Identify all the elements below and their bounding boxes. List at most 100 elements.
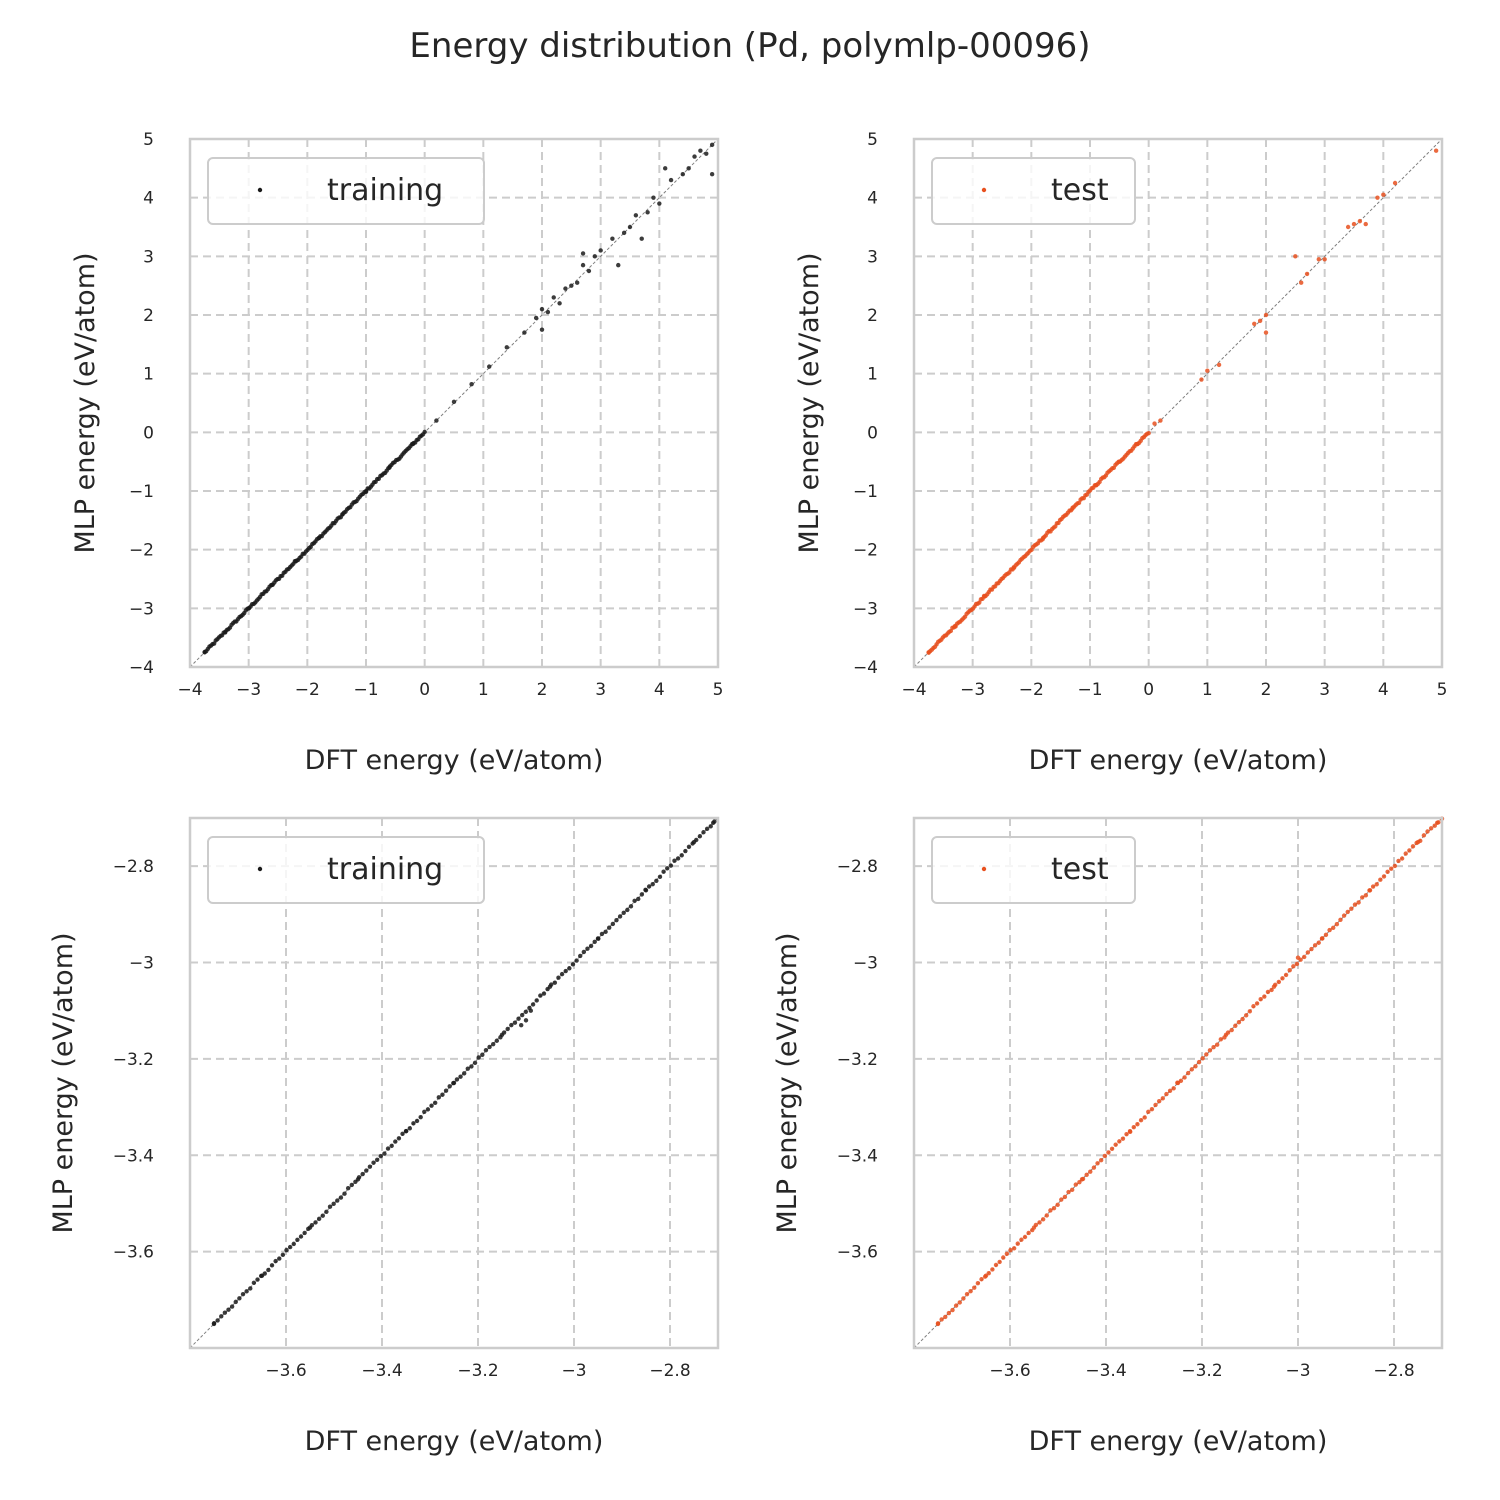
data-point-test (1265, 989, 1271, 995)
data-point-test (1363, 221, 1368, 227)
data-point-training (345, 1186, 351, 1191)
x-tick-label: −4 (177, 680, 202, 700)
y-tick-label: −2 (129, 541, 154, 561)
y-tick-label: 5 (867, 130, 878, 150)
data-point-training (643, 887, 648, 893)
data-point-training (509, 1022, 514, 1028)
data-point-test (1363, 893, 1369, 898)
data-point-test (1019, 1237, 1024, 1242)
data-point-test (1432, 823, 1437, 828)
data-point-test (1403, 851, 1408, 856)
data-point-training (650, 881, 655, 887)
data-point-test (1033, 1222, 1039, 1228)
y-axis-label: MLP energy (eV/atom) (794, 252, 825, 553)
data-point-training (709, 142, 715, 148)
data-point-training (538, 993, 543, 998)
data-point-training (472, 1060, 478, 1066)
data-point-training (627, 224, 633, 230)
data-point-training (694, 837, 699, 843)
data-point-training (335, 1198, 340, 1203)
data-point-test (1304, 271, 1310, 277)
data-point-training (519, 1022, 524, 1028)
data-point-test (1205, 368, 1210, 373)
legend: test (931, 836, 1136, 904)
data-point-training (476, 1055, 481, 1060)
y-tick-label: 0 (867, 423, 878, 443)
y-tick-label: −3.2 (113, 1050, 154, 1070)
data-point-training (523, 1009, 529, 1014)
data-point-training (451, 399, 457, 405)
data-point-training (680, 172, 685, 177)
data-point-training (567, 966, 572, 971)
data-point-test (1204, 1052, 1209, 1057)
y-axis-label: MLP energy (eV/atom) (70, 252, 101, 553)
data-point-training (240, 1292, 246, 1297)
data-point-training (616, 262, 621, 268)
y-tick-label: 2 (867, 306, 878, 326)
data-point-test (1252, 321, 1257, 326)
data-point-test (1216, 362, 1222, 368)
data-point-test (1196, 1059, 1202, 1065)
data-point-test (1385, 869, 1390, 874)
data-point-test (1040, 1217, 1046, 1222)
data-point-test (1410, 844, 1416, 849)
legend-marker (981, 187, 987, 193)
data-point-training (277, 1256, 282, 1261)
x-tick-label: 2 (1261, 680, 1272, 700)
data-point-training (712, 819, 717, 824)
data-point-training (701, 830, 706, 835)
y-axis-label: MLP energy (eV/atom) (48, 932, 79, 1233)
data-point-test (1120, 1136, 1126, 1141)
data-point-training (563, 286, 568, 291)
x-tick-label: −2 (1019, 680, 1044, 700)
data-point-test (1247, 1009, 1253, 1014)
data-point-test (1062, 1194, 1068, 1200)
legend: training (207, 836, 485, 904)
data-point-test (1076, 500, 1082, 506)
data-point-test (1299, 280, 1304, 285)
data-point-test (1026, 1230, 1031, 1236)
chart-panel-bottom-left: −3.6 −3.4 −3.2 −3 −2.8 −3.6 −3.4 −3.2 −3 −2.8 DFT … (48, 816, 720, 1457)
x-tick-label: 3 (1319, 680, 1330, 700)
data-point-test (1135, 1122, 1140, 1127)
data-point-test (1276, 979, 1282, 985)
data-point-training (592, 939, 597, 944)
data-point-test (1091, 1165, 1097, 1170)
data-point-test (1207, 1048, 1213, 1053)
data-point-test (1305, 950, 1311, 955)
data-point-training (313, 1220, 318, 1225)
data-point-training (610, 236, 615, 241)
data-point-training (407, 1126, 412, 1131)
data-point-test (1214, 1042, 1220, 1047)
x-axis-label: DFT energy (eV/atom) (305, 1426, 604, 1457)
x-tick-label: 5 (713, 680, 724, 700)
chart-panel-top-right: −4 −3 −2 −1 0 1 2 3 4 5 −4 −3 −2 −1 0 1 2 3 4 5 DFT energy (… (794, 130, 1447, 776)
data-point-test (1316, 257, 1322, 262)
data-point-training (483, 1047, 489, 1053)
data-point-training (233, 1299, 238, 1305)
data-point-test (1030, 1227, 1035, 1233)
data-point-training (461, 1071, 467, 1076)
data-point-training (353, 1179, 358, 1184)
legend-box (207, 157, 485, 225)
data-point-test (1229, 1027, 1234, 1033)
data-point-test (1433, 148, 1439, 153)
data-point-training (690, 841, 695, 846)
y-tick-label: 0 (143, 423, 154, 443)
data-point-test (1059, 1197, 1064, 1202)
data-point-training (440, 1092, 445, 1097)
y-tick-label: −3 (129, 599, 154, 619)
data-point-training (454, 1077, 460, 1082)
x-tick-label: 2 (537, 680, 548, 700)
data-point-test (1345, 909, 1350, 915)
data-point-training (338, 1195, 344, 1200)
data-point-test (1263, 330, 1269, 335)
y-tick-label: −3.4 (837, 1146, 878, 1166)
data-point-training (411, 1121, 416, 1126)
y-tick-label: 5 (143, 130, 154, 150)
parity-line (913, 138, 1443, 668)
data-point-test (1293, 254, 1298, 259)
data-point-training (306, 1226, 311, 1232)
chart-panel-bottom-right: −3.6 −3.4 −3.2 −3 −2.8 −3.6 −3.4 −3.2 −3 −2.8 DFT … (772, 816, 1445, 1457)
data-point-training (418, 1114, 423, 1120)
